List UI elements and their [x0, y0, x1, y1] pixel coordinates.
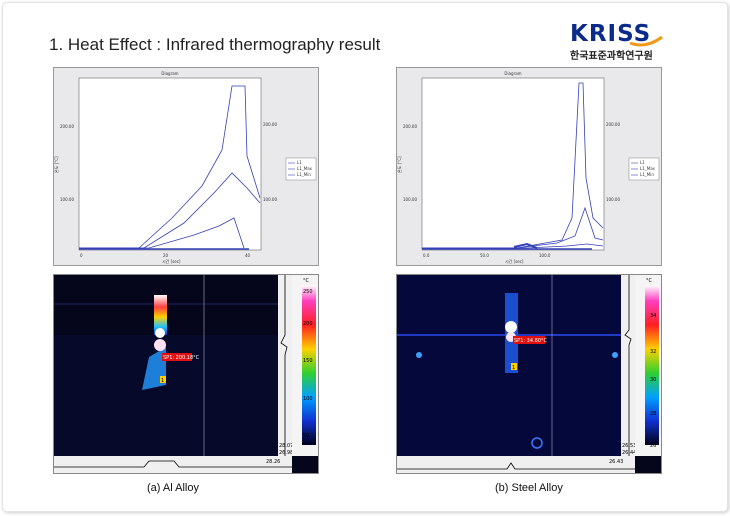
graph-a-legend-2: L1_Max [297, 166, 313, 171]
spot-label-b: SP1: 34.80°C [514, 338, 547, 344]
graph-a-xlabel: 시간 [sec] [162, 258, 181, 264]
graph-a-title: Diagram [161, 71, 178, 76]
thermo-a-bottom-1: 28.07 [279, 443, 293, 449]
scale-b-tick-3: 30 [650, 377, 656, 383]
graph-a-rtick-1: 200.00 [263, 122, 277, 127]
scale-a-tick-4: 100 [303, 396, 313, 402]
specimen-b [505, 293, 518, 373]
graph-a-xtick-1: 0 [80, 253, 83, 258]
graph-a-series-min [79, 217, 245, 249]
graph-a-xtick-3: 40 [245, 253, 251, 258]
graph-b-ylabel: 온도 [°C] [397, 156, 402, 173]
graph-a-ytick-2: 100.00 [60, 197, 74, 202]
scale-b-unit: °C [646, 278, 653, 284]
scale-b-tick-2: 32 [650, 349, 656, 355]
logo-swoosh-icon [629, 35, 663, 47]
scale-b-tick-1: 34 [650, 313, 656, 319]
graph-a-legend-3: L1_Min [297, 172, 311, 177]
graph-a-rtick-2: 100.00 [263, 197, 277, 202]
spot-label-b-box [513, 336, 545, 344]
thermo-b-strip-value: 26.43 [609, 459, 623, 465]
scale-a-tick-2: 200 [303, 321, 313, 327]
graph-a-ytick-1: 200.00 [60, 124, 74, 129]
graph-b-title: Diagram [504, 71, 521, 76]
graph-b-legend-2: L1_Max [640, 166, 656, 171]
caption-b: (b) Steel Alloy [495, 482, 563, 494]
graph-b-series-min [422, 243, 604, 249]
graph-panel-a: Diagram 200.00 100.00 온도 [°C] 0 20 40 시간… [53, 67, 319, 266]
scale-a-unit: °C [303, 278, 310, 284]
scale-b-tick-5: 26 [650, 443, 656, 449]
scale-b-tick-4: 28 [650, 411, 656, 417]
scale-a-tick-1: 250 [303, 289, 313, 295]
graph-b-xlabel: 시간 [sec] [505, 258, 524, 264]
graph-b-xtick-2: 50.0 [480, 253, 489, 258]
graph-b-legend-3: L1_Min [640, 172, 654, 177]
graph-b-xtick-1: 0.0 [423, 253, 430, 258]
graph-b-legend-1: L1 [640, 160, 645, 165]
graph-b-rtick-1: 200.00 [606, 122, 620, 127]
marker-a: 1 [161, 378, 164, 384]
logo-subtitle: 한국표준과학연구원 [570, 51, 653, 62]
thermo-a-bottom-2: 26.98 [279, 450, 293, 456]
graph-a-ylabel: 온도 [°C] [54, 156, 59, 173]
slide-title: 1. Heat Effect : Infrared thermography r… [49, 35, 381, 54]
graph-panel-b: Diagram 200.00 100.00 온도 [°C] 0.0 50.0 1… [396, 67, 662, 266]
graph-b-rtick-2: 100.00 [606, 197, 620, 202]
graph-b-ytick-2: 100.00 [403, 197, 417, 202]
thermograph-a: SP1: 200.18°C 1 28.07 26.98 °C 250 200 1… [53, 274, 319, 474]
graph-a-series-max [79, 85, 261, 249]
graph-a-xtick-2: 20 [163, 253, 169, 258]
logo-wordmark: KRISS [570, 21, 652, 47]
thermo-a-strip-value: 28.26 [266, 459, 280, 465]
color-scale-a [302, 285, 316, 445]
thermo-b-bottom-2: 26.44 [622, 450, 636, 456]
caption-a: (a) Al Alloy [147, 482, 199, 494]
graph-b-legend: L1 L1_Max L1_Min [628, 157, 660, 181]
spot-label-a: SP1: 200.18°C [163, 355, 200, 361]
spot-label-a-box [162, 353, 192, 361]
kriss-logo: KRISS 한국표준과학연구원 [570, 21, 700, 62]
scale-a-tick-5: 50 [303, 433, 309, 439]
scale-a-tick-3: 150 [303, 358, 313, 364]
color-scale-b [645, 285, 659, 445]
graph-a-legend-1: L1 [297, 160, 302, 165]
thermo-b-bottom-1: 26.53 [622, 443, 636, 449]
graph-b-xtick-3: 100.0 [539, 253, 551, 258]
graph-a-legend: L1 L1_Max L1_Min [285, 157, 317, 181]
graph-b-ytick-1: 200.00 [403, 124, 417, 129]
thermograph-b: SP1: 34.80°C 1 26.53 26.44 °C 34 32 30 2… [396, 274, 662, 474]
marker-b: 1 [512, 365, 515, 371]
